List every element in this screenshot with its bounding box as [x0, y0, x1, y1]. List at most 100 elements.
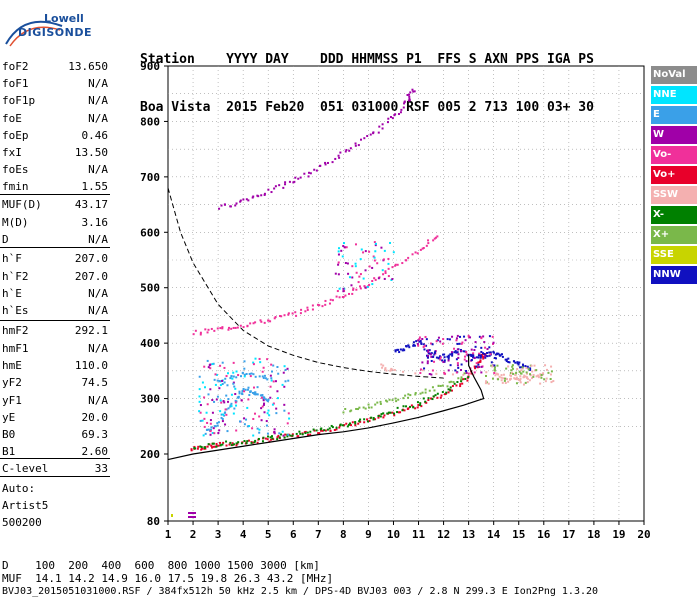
echo-point	[214, 425, 217, 428]
echo-point	[338, 247, 341, 250]
echo-point	[274, 185, 277, 188]
echo-point	[388, 398, 391, 401]
echo-point	[276, 438, 279, 441]
echo-point	[273, 317, 276, 320]
echo-point	[241, 372, 244, 375]
echo-point	[273, 430, 276, 433]
echo-point	[407, 396, 410, 399]
echo-point	[497, 373, 500, 376]
echo-point	[532, 373, 535, 376]
echo-point	[426, 356, 429, 359]
x-tick-label: 13	[462, 528, 475, 541]
echo-point	[489, 353, 492, 356]
echo-point	[434, 394, 437, 397]
echo-point	[351, 265, 354, 268]
legend-item-vo: Vo+	[651, 166, 697, 184]
echo-point	[405, 259, 408, 262]
echo-point	[455, 351, 458, 354]
echo-point	[258, 431, 261, 434]
echo-point	[331, 161, 334, 164]
echo-point	[236, 396, 239, 399]
echo-point	[442, 361, 445, 364]
echo-point	[457, 356, 460, 359]
echo-point	[408, 346, 411, 349]
echo-point	[479, 355, 482, 358]
param-name: foF1p	[2, 94, 36, 107]
echo-point	[374, 278, 377, 281]
echo-point	[318, 432, 321, 435]
echo-point	[362, 251, 365, 254]
echo-point	[243, 423, 246, 426]
echo-point	[326, 161, 329, 164]
echo-point	[456, 381, 459, 384]
echo-point	[282, 434, 285, 437]
echo-point	[377, 414, 380, 417]
echo-point	[383, 249, 386, 252]
echo-point	[465, 360, 468, 363]
echo-point	[409, 405, 412, 408]
echo-point	[256, 441, 259, 444]
echo-point	[518, 361, 521, 364]
echo-point	[338, 426, 341, 429]
echo-point	[449, 353, 452, 356]
echo-point	[377, 131, 380, 134]
echo-point	[218, 207, 221, 210]
echo-point	[199, 419, 202, 422]
echo-point	[384, 368, 387, 371]
echo-point	[349, 410, 352, 413]
y-tick-label: 800	[140, 115, 160, 128]
echo-point	[522, 383, 525, 386]
echo-point	[268, 414, 271, 417]
echo-point	[514, 361, 517, 364]
echo-point	[242, 198, 245, 201]
echo-point	[432, 239, 435, 242]
echo-point	[424, 391, 427, 394]
param-value: N/A	[88, 287, 108, 300]
echo-point	[346, 425, 349, 428]
echo-point	[237, 374, 240, 377]
echo-point	[409, 91, 412, 94]
echo-point	[401, 262, 404, 265]
echo-point	[219, 444, 222, 447]
echo-point	[403, 100, 406, 103]
echo-point	[372, 418, 375, 421]
echo-point	[397, 113, 400, 116]
echo-point	[215, 373, 218, 376]
echo-point	[270, 191, 273, 194]
echo-point	[484, 356, 487, 359]
echo-point	[433, 351, 436, 354]
echo-point	[486, 351, 489, 354]
echo-point	[274, 380, 277, 383]
echo-point	[379, 402, 382, 405]
echo-point	[449, 364, 452, 367]
echo-point	[250, 372, 253, 375]
echo-point	[220, 401, 223, 404]
echo-point	[307, 433, 310, 436]
echo-point	[432, 395, 435, 398]
echo-point	[374, 250, 377, 253]
echo-point	[263, 193, 266, 196]
echo-point	[448, 381, 451, 384]
echo-point	[362, 406, 365, 409]
echo-point	[275, 407, 278, 410]
echo-point	[262, 396, 265, 399]
echo-point	[439, 358, 442, 361]
echo-point	[264, 437, 267, 440]
echo-point	[271, 403, 274, 406]
echo-point	[288, 417, 291, 420]
echo-point	[447, 369, 450, 372]
echo-point	[470, 358, 473, 361]
echo-point	[427, 349, 430, 352]
echo-point	[370, 416, 373, 419]
echo-point	[446, 338, 449, 341]
echo-point	[207, 366, 210, 369]
echo-point	[492, 377, 495, 380]
echo-point	[278, 432, 281, 435]
echo-point	[396, 406, 399, 409]
echo-point	[249, 375, 252, 378]
echo-point	[399, 411, 402, 414]
param-name: foE	[2, 112, 22, 125]
echo-point	[241, 389, 244, 392]
echo-point	[272, 402, 275, 405]
echo-point	[253, 441, 256, 444]
